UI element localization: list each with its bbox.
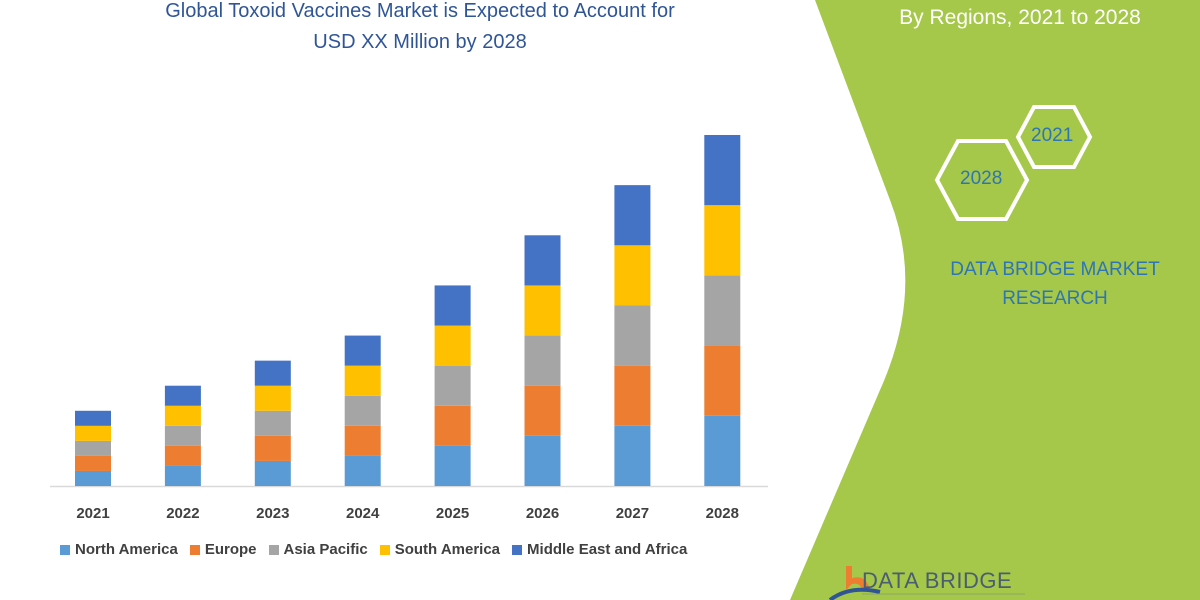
x-tick-label: 2024 — [346, 505, 380, 522]
x-tick-label: 2028 — [706, 505, 739, 522]
bar-segment-2025-south-america — [434, 325, 471, 366]
hexagon-2021 — [1015, 105, 1093, 169]
legend-label: South America — [394, 541, 501, 558]
legend-label: Europe — [204, 541, 257, 558]
bar-segment-2028-middle-east-and-africa — [704, 135, 741, 206]
bar-segment-2027-asia-pacific — [614, 305, 651, 366]
bar-segment-2021-north-america — [75, 470, 111, 486]
hex-year-2028: 2028 — [960, 168, 1003, 189]
legend-item: Middle East and Africa — [512, 541, 687, 558]
legend-item: Asia Pacific — [268, 541, 368, 558]
legend-label: Middle East and Africa — [527, 541, 688, 558]
bar-segment-2022-south-america — [164, 405, 201, 426]
brand-line-2: RESEARCH — [1002, 288, 1108, 309]
logo-text: DATA BRIDGE — [862, 568, 1013, 593]
title-line-2: USD XX Million by 2028 — [313, 31, 527, 53]
brand-line-1: DATA BRIDGE MARKET — [950, 259, 1160, 280]
brand-name: DATA BRIDGE MARKET RESEARCH — [920, 255, 1190, 313]
x-tick-label: 2022 — [166, 505, 199, 522]
hexagon-2028 — [934, 139, 1030, 221]
bar-segment-2024-asia-pacific — [344, 395, 381, 426]
green-panel — [790, 0, 1200, 600]
bar-segment-2028-europe — [704, 345, 741, 416]
bar-segment-2024-europe — [344, 425, 381, 456]
bar-segment-2024-north-america — [344, 455, 381, 486]
legend: North America Europe Asia Pacific South Ame… — [60, 541, 687, 558]
bar-segment-2028-north-america — [704, 415, 741, 486]
bar-segment-2025-middle-east-and-africa — [434, 285, 471, 326]
logo-icon — [828, 566, 881, 600]
bar-segment-2026-middle-east-and-africa — [524, 235, 561, 286]
bar-segment-2024-middle-east-and-africa — [344, 335, 381, 366]
x-tick-label: 2023 — [256, 505, 289, 522]
bar-segment-2027-south-america — [614, 245, 651, 306]
x-tick-label: 2026 — [526, 505, 559, 522]
bar-segment-2023-asia-pacific — [254, 410, 291, 436]
bar-segment-2023-europe — [254, 435, 291, 461]
legend-label: North America — [75, 541, 178, 558]
bar-segment-2027-north-america — [614, 425, 651, 486]
bar-segment-2026-north-america — [524, 435, 561, 486]
legend-swatch — [268, 544, 279, 555]
legend-swatch — [60, 544, 70, 555]
legend-item: North America — [60, 541, 178, 558]
bar-segment-2022-middle-east-and-africa — [164, 385, 201, 406]
legend-swatch — [512, 544, 523, 555]
chart-title: Global Toxoid Vaccines Market is Expecte… — [90, 0, 750, 58]
bar-segment-2026-europe — [524, 385, 561, 436]
bar-segment-2022-north-america — [164, 465, 201, 486]
panel-subtitle: By Regions, 2021 to 2028 — [899, 6, 1141, 29]
bar-segment-2027-europe — [614, 365, 651, 426]
bar-segment-2027-middle-east-and-africa — [614, 185, 651, 246]
bar-segment-2026-asia-pacific — [524, 335, 561, 386]
bar-segment-2025-asia-pacific — [434, 365, 471, 406]
bar-segment-2021-middle-east-and-africa — [75, 410, 111, 426]
bar-segment-2022-europe — [164, 445, 201, 466]
title-line-1: Global Toxoid Vaccines Market is Expecte… — [165, 0, 675, 22]
legend-label: Asia Pacific — [283, 541, 368, 558]
bar-segment-2021-asia-pacific — [75, 440, 111, 456]
bar-segment-2024-south-america — [344, 365, 381, 396]
bar-segment-2025-north-america — [434, 445, 471, 486]
bar-segment-2026-south-america — [524, 285, 561, 336]
bar-segment-2021-south-america — [75, 425, 111, 441]
bar-segment-2021-europe — [75, 455, 111, 471]
bar-segment-2023-north-america — [254, 460, 291, 486]
bar-segment-2025-europe — [434, 405, 471, 446]
stacked-bar-chart: 2021 2022 2023 2024 2025 2026 2027 2028 — [50, 135, 768, 522]
bar-segment-2022-asia-pacific — [164, 425, 201, 446]
legend-swatch — [379, 544, 390, 555]
legend-item: Europe — [189, 541, 257, 558]
bar-segment-2023-middle-east-and-africa — [254, 360, 291, 386]
x-tick-label: 2025 — [436, 505, 469, 522]
hex-year-2021: 2021 — [1031, 125, 1074, 146]
bar-segment-2023-south-america — [254, 385, 291, 411]
x-tick-label: 2021 — [76, 505, 109, 522]
bar-segment-2028-asia-pacific — [704, 275, 741, 346]
legend-swatch — [189, 544, 200, 555]
x-tick-label: 2027 — [616, 505, 649, 522]
legend-item: South America — [379, 541, 501, 558]
bar-segment-2028-south-america — [704, 205, 741, 276]
